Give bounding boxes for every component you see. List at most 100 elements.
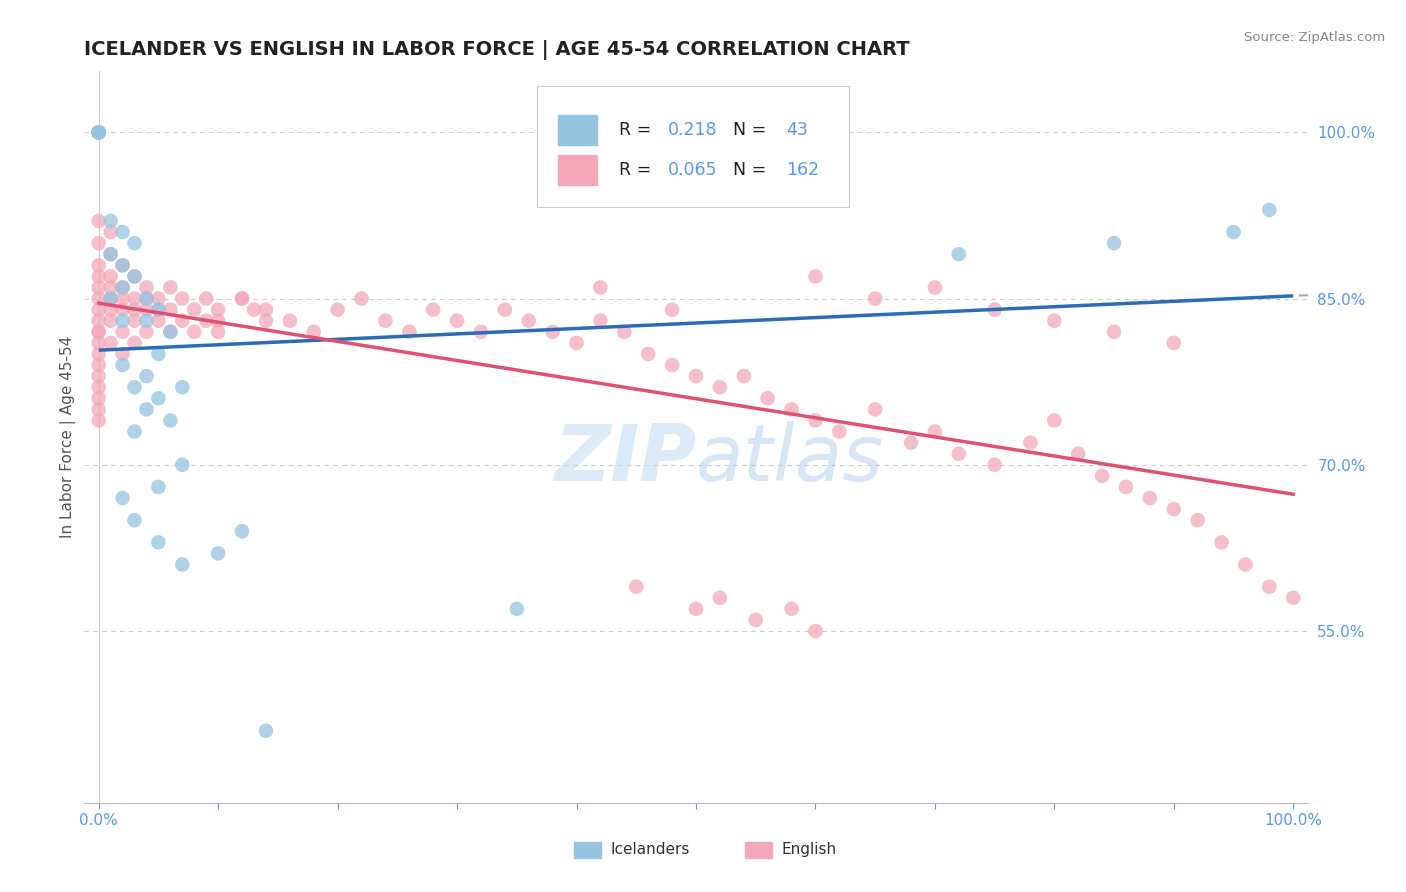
Point bbox=[87, 347, 110, 361]
Point bbox=[135, 292, 157, 306]
Text: N =: N = bbox=[733, 161, 772, 179]
Point bbox=[983, 458, 1005, 472]
Point bbox=[709, 591, 731, 605]
Point bbox=[135, 314, 157, 328]
Point bbox=[111, 280, 134, 294]
Point bbox=[87, 292, 110, 306]
Bar bbox=[558, 154, 598, 186]
Point bbox=[124, 335, 146, 350]
Point bbox=[172, 292, 194, 306]
Text: 43: 43 bbox=[786, 121, 808, 139]
Point bbox=[148, 302, 170, 317]
Point bbox=[626, 580, 648, 594]
Text: R =: R = bbox=[619, 161, 657, 179]
Point bbox=[111, 225, 134, 239]
Point bbox=[948, 247, 970, 261]
Point bbox=[87, 125, 110, 139]
Point bbox=[87, 125, 110, 139]
Point bbox=[589, 314, 612, 328]
Point bbox=[159, 325, 181, 339]
Point bbox=[124, 425, 146, 439]
Point bbox=[172, 380, 194, 394]
Point bbox=[111, 292, 134, 306]
Point bbox=[637, 347, 659, 361]
Point bbox=[1258, 202, 1281, 217]
Point bbox=[195, 314, 218, 328]
Point bbox=[733, 369, 755, 384]
Point bbox=[159, 302, 181, 317]
Point bbox=[828, 425, 851, 439]
Point bbox=[1187, 513, 1209, 527]
Point bbox=[100, 335, 122, 350]
Point bbox=[87, 125, 110, 139]
Point bbox=[231, 524, 253, 539]
Point bbox=[541, 325, 564, 339]
Point bbox=[124, 269, 146, 284]
Point bbox=[350, 292, 373, 306]
Text: atlas: atlas bbox=[696, 421, 884, 497]
Point bbox=[1115, 480, 1137, 494]
Point bbox=[1211, 535, 1233, 549]
Point bbox=[231, 292, 253, 306]
Text: ICELANDER VS ENGLISH IN LABOR FORCE | AGE 45-54 CORRELATION CHART: ICELANDER VS ENGLISH IN LABOR FORCE | AG… bbox=[84, 39, 910, 60]
Point bbox=[172, 314, 194, 328]
Point bbox=[207, 314, 229, 328]
Point bbox=[111, 258, 134, 272]
Point bbox=[87, 236, 110, 251]
Point bbox=[302, 325, 325, 339]
Point bbox=[100, 269, 122, 284]
Point bbox=[100, 302, 122, 317]
Point bbox=[254, 314, 277, 328]
Point bbox=[278, 314, 301, 328]
Point bbox=[422, 302, 444, 317]
Point bbox=[470, 325, 492, 339]
Point bbox=[744, 613, 766, 627]
Point bbox=[900, 435, 922, 450]
Point bbox=[1234, 558, 1257, 572]
Point bbox=[87, 392, 110, 406]
Point bbox=[135, 302, 157, 317]
Point bbox=[1102, 236, 1125, 251]
Point bbox=[685, 602, 707, 616]
Point bbox=[685, 369, 707, 384]
Point bbox=[87, 258, 110, 272]
Bar bbox=[574, 841, 600, 858]
Text: Icelanders: Icelanders bbox=[610, 842, 690, 857]
Point bbox=[804, 269, 827, 284]
Point bbox=[1043, 413, 1066, 427]
Point bbox=[195, 292, 218, 306]
Point bbox=[589, 280, 612, 294]
Point bbox=[124, 314, 146, 328]
Point bbox=[863, 402, 886, 417]
Text: 162: 162 bbox=[786, 161, 820, 179]
Point bbox=[517, 314, 540, 328]
Point bbox=[135, 402, 157, 417]
Point bbox=[111, 258, 134, 272]
Point bbox=[135, 280, 157, 294]
Point bbox=[207, 546, 229, 560]
Point bbox=[254, 723, 277, 738]
Point bbox=[172, 458, 194, 472]
Point bbox=[159, 413, 181, 427]
Point bbox=[111, 325, 134, 339]
Point bbox=[100, 225, 122, 239]
Point bbox=[1102, 325, 1125, 339]
Point bbox=[111, 280, 134, 294]
Text: R =: R = bbox=[619, 121, 657, 139]
Point bbox=[254, 302, 277, 317]
Point bbox=[111, 347, 134, 361]
Point bbox=[124, 380, 146, 394]
Point bbox=[924, 425, 946, 439]
Point bbox=[148, 302, 170, 317]
Point bbox=[148, 392, 170, 406]
Point bbox=[1091, 468, 1114, 483]
Point bbox=[1163, 502, 1185, 516]
Point bbox=[398, 325, 420, 339]
Point bbox=[87, 314, 110, 328]
Point bbox=[243, 302, 266, 317]
Point bbox=[87, 125, 110, 139]
Point bbox=[207, 325, 229, 339]
Point bbox=[111, 358, 134, 372]
Point bbox=[87, 125, 110, 139]
Text: 0.218: 0.218 bbox=[668, 121, 717, 139]
